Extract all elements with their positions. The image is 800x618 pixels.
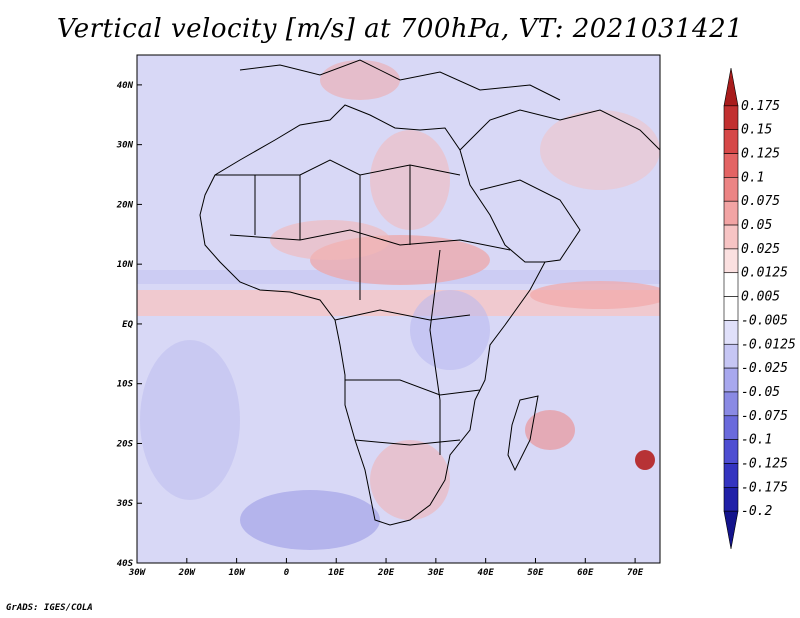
lon-tick-label: 10W (228, 568, 246, 578)
colorbar-label: -0.1 (741, 433, 772, 448)
colorbar-swatch (723, 463, 739, 488)
colorbar-label: -0.2 (741, 504, 772, 519)
lon-tick-label: 50E (527, 568, 544, 578)
coastlines (199, 59, 661, 526)
colorbar-swatch (723, 487, 739, 512)
colorbar-label: 0.025 (741, 242, 780, 257)
colorbar-swatch (723, 510, 739, 550)
lon-tick-label: 60E (577, 568, 594, 578)
colorbar-swatch (723, 415, 739, 440)
colorbar: 0.175 0.15 0.125 0.1 0.075 0.05 0.025 0.0125 0.0… (723, 67, 796, 550)
colorbar-label: -0.125 (741, 456, 788, 471)
colorbar-label: -0.075 (741, 409, 788, 424)
colorbar-label: -0.175 (741, 480, 788, 495)
colorbar-swatch (723, 177, 739, 202)
lon-tick-label: 30W (128, 568, 147, 578)
colorbar-swatch (723, 367, 739, 393)
colorbar-swatch (723, 391, 739, 417)
map-frame (136, 54, 661, 564)
latitude-axis: 40N 30N 20N 10N EQ 10S 20S 30S 40S (116, 81, 142, 569)
lat-tick-label: 20S (116, 439, 134, 449)
lat-tick-label: 20N (116, 200, 134, 210)
lon-tick-label: 20W (178, 568, 197, 578)
lon-tick-label: 30E (427, 568, 445, 578)
colorbar-label: -0.005 (741, 313, 788, 328)
colorbar-swatch (723, 248, 739, 274)
colorbar-label: 0.05 (741, 218, 772, 233)
lat-tick-label: EQ (122, 320, 133, 330)
lat-tick-label: 30N (116, 141, 134, 151)
colorbar-swatch (723, 272, 739, 297)
colorbar-swatch (723, 129, 739, 154)
colorbar-label: 0.0125 (741, 266, 788, 281)
lat-tick-label: 10S (117, 380, 134, 390)
colorbar-swatch (723, 200, 739, 226)
colorbar-label: -0.025 (741, 361, 788, 376)
colorbar-label: 0.175 (741, 99, 780, 114)
colorbar-label: -0.0125 (741, 337, 796, 352)
lon-tick-label: 40E (478, 568, 495, 578)
colorbar-label: 0.005 (741, 290, 780, 305)
colorbar-swatch (723, 153, 739, 178)
lat-tick-label: 40S (117, 559, 134, 569)
colorbar-label: 0.125 (741, 147, 780, 162)
colorbar-label: -0.05 (741, 385, 780, 400)
lat-tick-label: 10N (117, 260, 134, 270)
colorbar-swatch (723, 296, 739, 321)
colorbar-label: 0.15 (741, 123, 772, 138)
lon-tick-label: 10E (328, 568, 345, 578)
lon-tick-label: 20E (377, 568, 395, 578)
colorbar-swatch (723, 320, 739, 345)
colorbar-label: 0.1 (741, 170, 764, 185)
velocity-field (137, 55, 660, 563)
longitude-axis: 30W 20W 10W 0 10E 20E 30E 40E 50E 60E 70E (128, 558, 644, 578)
grads-credit: GrADS: IGES/COLA (6, 603, 93, 613)
colorbar-label: 0.075 (741, 194, 780, 209)
colorbar-swatch (723, 67, 739, 107)
colorbar-swatch (723, 105, 739, 130)
colorbar-swatch (723, 224, 739, 250)
lon-tick-label: 0 (284, 568, 290, 578)
colorbar-swatch (723, 439, 739, 464)
lat-tick-label: 30S (116, 499, 134, 509)
lat-tick-label: 40N (117, 81, 134, 91)
lon-tick-label: 70E (627, 568, 644, 578)
colorbar-swatch (723, 343, 739, 369)
map-title: Vertical velocity [m/s] at 700hPa, VT: 2… (56, 14, 744, 44)
